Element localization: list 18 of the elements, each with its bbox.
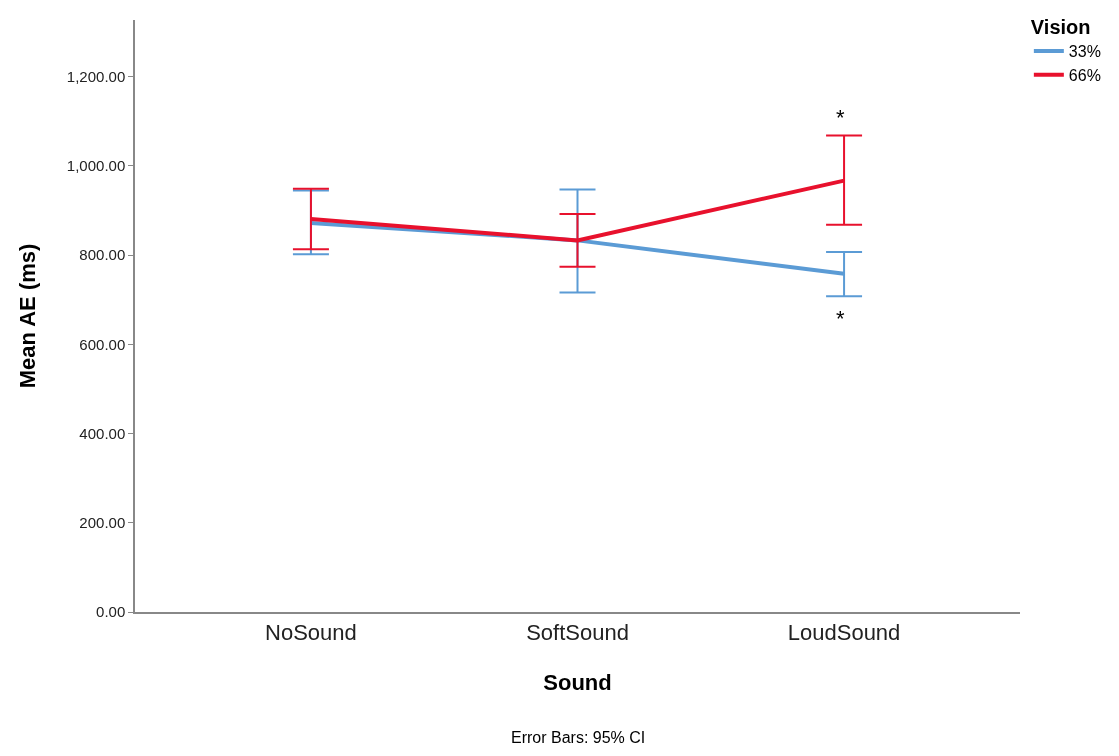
x-tick-label: SoftSound	[526, 620, 629, 646]
annotation: *	[836, 105, 845, 130]
y-tick-label: 400.00	[79, 424, 126, 442]
annotation: *	[836, 306, 845, 331]
x-axis-title: Sound	[543, 669, 612, 695]
y-tick-label: 0.00	[96, 603, 126, 621]
y-tick-label: 200.00	[79, 514, 126, 532]
x-tick-label: NoSound	[265, 620, 357, 646]
legend-title: Vision	[1030, 16, 1091, 39]
y-tick-label: 1,200.00	[66, 67, 126, 85]
y-tick-label: 600.00	[79, 335, 126, 353]
text: Error Bars: 95% CI	[511, 729, 646, 746]
y-tick-label: 800.00	[79, 246, 126, 264]
y-axis-title: Mean AE (ms)	[15, 243, 41, 389]
legend-label: 66%	[1068, 67, 1101, 85]
y-tick-label: 1,000.00	[66, 157, 126, 175]
x-tick-label: LoudSound	[787, 620, 901, 646]
legend-label: 33%	[1068, 43, 1101, 61]
